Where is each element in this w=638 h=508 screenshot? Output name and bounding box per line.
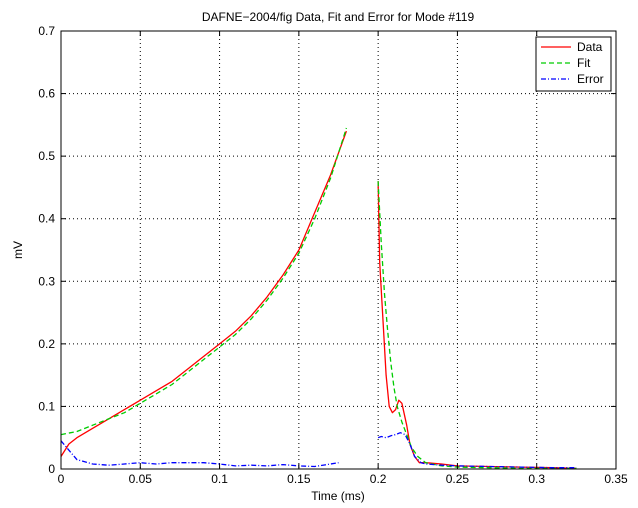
- y-tick-label: 0.5: [38, 149, 55, 163]
- series-line-fit: [377, 181, 577, 470]
- legend: Data Fit Error: [535, 36, 612, 92]
- series-line-error: [60, 440, 339, 468]
- x-tick-label: 0.35: [604, 472, 628, 486]
- series-layer: [60, 127, 577, 470]
- x-tick-label: 0.15: [287, 472, 311, 486]
- x-tick-label: 0.25: [446, 472, 470, 486]
- series-error: [60, 432, 577, 469]
- legend-label-error: Error: [577, 72, 604, 86]
- grid-layer: [61, 31, 616, 469]
- y-tick-label: 0: [48, 462, 55, 476]
- y-tick-label: 0.4: [38, 212, 55, 226]
- x-axis-label: Time (ms): [311, 489, 365, 503]
- legend-label-fit: Fit: [577, 56, 591, 70]
- x-tick-label: 0.1: [211, 472, 228, 486]
- chart-title: DAFNE−2004/fig Data, Fit and Error for M…: [202, 10, 475, 24]
- series-fit: [60, 127, 577, 470]
- y-tick-label: 0.6: [38, 87, 55, 101]
- series-line-error: [377, 432, 577, 469]
- legend-label-data: Data: [577, 40, 603, 54]
- y-tick-label: 0.2: [38, 337, 55, 351]
- series-line-fit: [60, 127, 348, 436]
- y-axis-label: mV: [11, 241, 25, 259]
- legend-box: [535, 36, 612, 92]
- y-tick-label: 0.7: [38, 24, 55, 38]
- plot-area: [61, 31, 616, 469]
- y-tick-label: 0.3: [38, 274, 55, 288]
- series-line-data: [60, 130, 348, 457]
- y-tick-label: 0.1: [38, 399, 55, 413]
- x-tick-label: 0.3: [528, 472, 545, 486]
- plot-frame: [60, 30, 617, 470]
- x-tick-label: 0.2: [370, 472, 387, 486]
- tick-layer: 0 0.05 0.1 0.15 0.2 0.25 0.3 0.35 0 0.1 0.2 0.3 0.4 0…: [38, 24, 628, 486]
- x-tick-label: 0.05: [129, 472, 153, 486]
- x-tick-label: 0: [58, 472, 65, 486]
